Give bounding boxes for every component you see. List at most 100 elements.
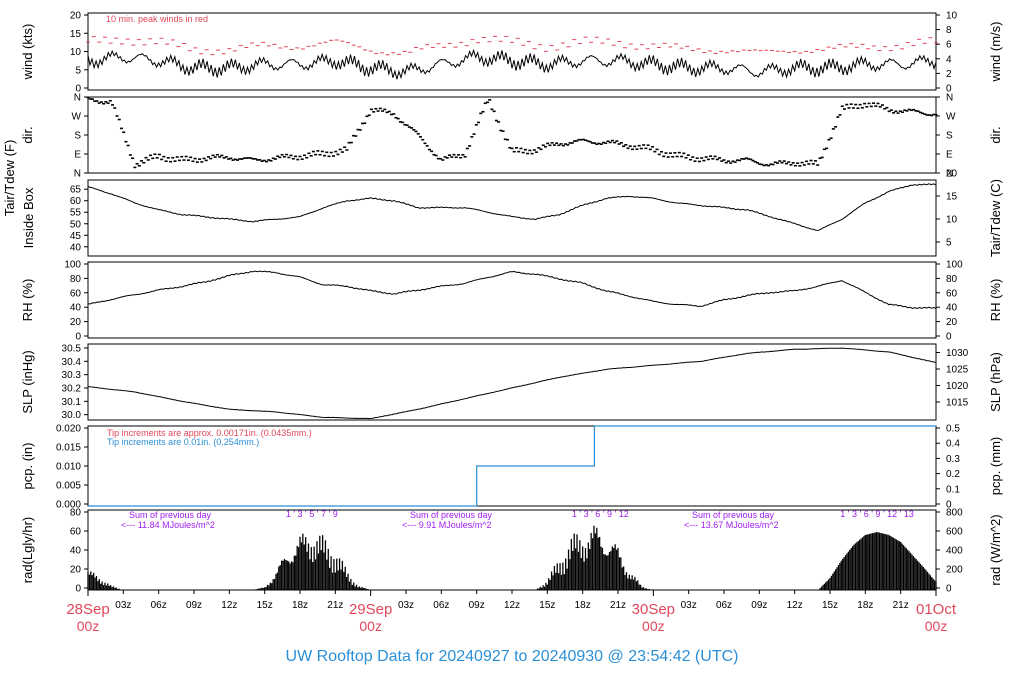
x-tick-label: 03z (681, 600, 697, 611)
right-tick-label: S (946, 131, 953, 142)
series-rh (88, 270, 937, 310)
left-tick-label: N (74, 169, 81, 180)
x-tick-label: 18z (857, 600, 873, 611)
ylabel-left: pcp. (in) (20, 443, 35, 490)
daily-sum-value: <--- 11.84 MJoules/m^2 (121, 520, 215, 530)
left-tick-label: S (74, 131, 81, 142)
ylabel-right: wind (m/s) (988, 22, 1003, 83)
right-tick-label: N (946, 169, 953, 180)
left-tick-label: 30.4 (62, 357, 82, 368)
left-tick-label: 0 (75, 332, 81, 343)
series-slp (87, 347, 937, 420)
daily-sum-title: Sum of previous day (410, 510, 493, 520)
right-tick-label: 1020 (946, 381, 969, 392)
x-tick-label: 12z (221, 600, 237, 611)
ylabel-right: dir. (988, 126, 1003, 143)
left-tick-label: 100 (64, 260, 81, 271)
right-tick-label: 0.3 (946, 454, 960, 465)
x-tick-label: 21z (893, 600, 909, 611)
panel-frame-temp (87, 179, 937, 257)
ylabel-left: dir. (20, 126, 35, 143)
x-tick-label: 09z (751, 600, 767, 611)
panel-frame-slp (87, 343, 937, 421)
x-date-hour: 00z (925, 618, 948, 634)
daily-sum-title: Sum of previous day (129, 510, 212, 520)
right-tick-label: 600 (946, 527, 963, 538)
x-date-hour: 00z (642, 618, 665, 634)
uv-hour-labels: 1 ' 3 ' 6 ' 9 ' 12 ' 13 (840, 509, 914, 519)
x-tick-label: 18z (575, 600, 591, 611)
left-tick-label: 40 (70, 242, 82, 253)
panel-frame-wind (87, 12, 937, 91)
x-tick-label: 06z (716, 600, 732, 611)
left-tick-label: 65 (70, 185, 82, 196)
right-tick-label: W (946, 112, 956, 123)
left-tick-label: 0.005 (56, 481, 81, 492)
left-tick-label: 0 (75, 84, 81, 95)
x-tick-label: 18z (292, 600, 308, 611)
x-tick-label: 15z (822, 600, 838, 611)
left-tick-label: 0.000 (56, 500, 81, 511)
left-tick-label: 30.0 (62, 410, 82, 421)
left-tick-label: 20 (70, 11, 82, 22)
x-date-label: 28Sep (66, 601, 109, 618)
right-tick-label: 200 (946, 565, 963, 576)
ylabel-right: Tair/Tdew (C) (988, 179, 1003, 257)
left-tick-label: 0.015 (56, 443, 81, 454)
x-tick-label: 12z (504, 600, 520, 611)
x-tick-label: 03z (398, 600, 414, 611)
left-tick-label: 60 (70, 288, 82, 299)
x-tick-label: 21z (610, 600, 626, 611)
left-tick-label: 10 (70, 47, 82, 58)
right-tick-label: 80 (946, 274, 958, 285)
daily-sum-value: <--- 13.67 MJoules/m^2 (684, 520, 779, 530)
ylabel-left: Tair/Tdew (F) (2, 140, 17, 217)
x-date-label: 29Sep (349, 601, 392, 618)
ylabel-left: rad(Lgly/hr) (20, 517, 35, 583)
left-tick-label: 20 (70, 565, 82, 576)
ylabel-right: SLP (hPa) (988, 352, 1003, 412)
x-tick-label: 06z (433, 600, 449, 611)
right-tick-label: N (946, 93, 953, 104)
right-tick-label: 15 (946, 192, 958, 203)
left-tick-label: 0.010 (56, 462, 81, 473)
right-tick-label: 5 (946, 238, 952, 249)
ylabel-left-sub: Inside Box (21, 187, 36, 248)
x-tick-label: 15z (539, 600, 555, 611)
ylabel-left: RH (%) (20, 279, 35, 322)
right-tick-label: 100 (946, 260, 963, 271)
right-tick-label: 0 (946, 500, 952, 511)
ylabel-right: RH (%) (988, 279, 1003, 322)
x-tick-label: 03z (115, 600, 131, 611)
right-tick-label: 0 (946, 84, 952, 95)
daily-sum-value: <--- 9.91 MJoules/m^2 (402, 520, 492, 530)
right-tick-label: 20 (946, 169, 958, 180)
left-tick-label: 0.020 (56, 424, 81, 435)
left-tick-label: 40 (70, 546, 82, 557)
x-tick-label: 12z (787, 600, 803, 611)
left-tick-label: 40 (70, 303, 82, 314)
right-tick-label: 6 (946, 40, 952, 51)
right-tick-label: 2 (946, 69, 952, 80)
x-tick-label: 06z (151, 600, 167, 611)
right-tick-label: 400 (946, 546, 963, 557)
right-tick-label: 0.2 (946, 469, 960, 480)
left-tick-label: 60 (70, 527, 82, 538)
left-tick-label: 50 (70, 219, 82, 230)
left-tick-label: 80 (70, 274, 82, 285)
left-tick-label: 0 (75, 584, 81, 595)
panel-frame-dir (87, 96, 937, 174)
right-tick-label: 10 (946, 11, 958, 22)
chart-title: UW Rooftop Data for 20240927 to 20240930… (285, 648, 739, 665)
series-wind (87, 48, 937, 80)
tip-note-approx: Tip increments are approx. 0.00171in. (0… (107, 428, 312, 438)
right-tick-label: 0.5 (946, 424, 960, 435)
right-tick-label: 1030 (946, 348, 969, 359)
left-tick-label: 80 (70, 508, 82, 519)
series-inside_box (87, 183, 937, 231)
x-date-label: 30Sep (632, 601, 675, 618)
left-tick-label: 30.5 (62, 344, 82, 355)
left-tick-label: 15 (70, 29, 82, 40)
uv-hour-labels: 1 ' 3 ' 6 ' 9 ' 12 (572, 509, 629, 519)
